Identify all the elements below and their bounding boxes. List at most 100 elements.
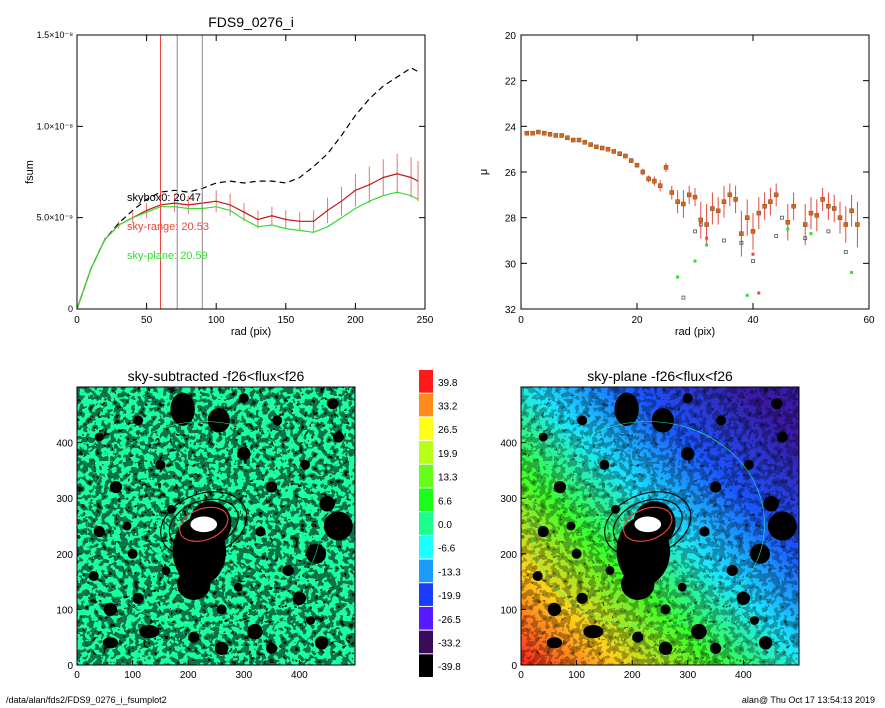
colorbar-label: -33.2 — [438, 638, 461, 649]
colorbar-label: 6.6 — [438, 496, 452, 507]
galaxy-core — [634, 516, 662, 533]
mu-point — [524, 130, 530, 136]
sky-subtracted-title: sky-subtracted -f26<flux<f26 — [128, 368, 305, 384]
mu-x-tick-label: 0 — [518, 315, 524, 326]
mu-point-plane — [786, 227, 790, 231]
masked-star — [726, 564, 738, 577]
masked-star — [306, 616, 315, 625]
mu-point — [652, 178, 657, 184]
sky-subtracted-x-tick-label: 200 — [180, 670, 197, 681]
masked-star — [327, 398, 339, 410]
mu-point — [605, 146, 611, 152]
mu-axes: 0 20 40 60 20 22 24 26 28 30 32 — [505, 31, 875, 326]
mu-y-tick-label: 28 — [505, 214, 517, 225]
masked-star — [282, 564, 294, 577]
mu-point — [536, 129, 541, 135]
mu-point-skybox — [780, 215, 784, 220]
colorbar-swatch — [419, 654, 433, 677]
colorbar-swatch — [419, 512, 433, 535]
star-mask — [532, 392, 797, 655]
masked-star — [577, 415, 588, 426]
masked-star — [691, 623, 707, 640]
mu-x-tick-label: 60 — [863, 315, 875, 326]
sky-subtracted-x-tick-label: 400 — [291, 670, 308, 681]
fsum-series-line-2 — [76, 191, 419, 310]
sky-plane-panel: sky-plane -f26<flux<f26 0 100 200 300 400 0 10… — [500, 368, 800, 681]
mu-y-tick-label: 24 — [505, 122, 517, 133]
mu-point — [855, 222, 860, 227]
mu-point — [837, 215, 843, 220]
fsum-y-tick-label: 1.5×10⁻⁸ — [37, 30, 74, 40]
masked-star — [532, 571, 543, 582]
fsum-radius-markers — [160, 35, 203, 309]
colorbar-label: 19.9 — [438, 449, 458, 460]
masked-star — [272, 415, 283, 426]
sky-subtracted-panel: sky-subtracted -f26<flux<f26 0 100 200 300 4… — [56, 368, 356, 681]
masked-star — [214, 641, 229, 655]
galaxy-core — [190, 516, 218, 533]
masked-star — [133, 415, 144, 426]
colorbar-label: 26.5 — [438, 425, 458, 436]
masked-star — [758, 636, 773, 650]
masked-star — [266, 642, 278, 654]
sky-plane-y-tick-label: 0 — [511, 661, 517, 672]
sky-plane-y-tick-label: 400 — [500, 439, 517, 450]
fsum-y-tick-label: 0 — [68, 304, 73, 314]
masked-star — [292, 591, 307, 605]
fsum-x-tick-label: 100 — [208, 315, 225, 326]
mu-point-range — [757, 291, 761, 295]
mu-point-plane — [676, 275, 680, 279]
masked-star — [658, 641, 673, 655]
sky-subtracted-y-tick-label: 200 — [56, 550, 73, 561]
mu-point-skybox — [681, 295, 686, 300]
sky-plane-frame — [520, 386, 800, 666]
sky-plane-y-tick-label: 300 — [500, 494, 517, 505]
mu-point — [594, 144, 599, 150]
masked-star — [583, 624, 604, 639]
mu-point-plane — [850, 270, 854, 274]
sky-plane-x-tick-label: 400 — [735, 670, 752, 681]
fsum-x-tick-label: 200 — [347, 315, 364, 326]
fsum-y-tick-label: 5.0×10⁻⁹ — [37, 213, 74, 223]
mu-point-skybox — [722, 238, 726, 243]
masked-star — [139, 624, 160, 639]
colorbar-label: 13.3 — [438, 473, 458, 484]
mu-point — [849, 208, 854, 214]
mu-point — [843, 222, 849, 227]
fsum-y-tick-label: 1.0×10⁻⁸ — [37, 121, 74, 131]
mu-point — [802, 222, 808, 227]
mu-point-skybox — [751, 259, 755, 263]
mu-point — [698, 217, 704, 223]
mu-point — [541, 130, 547, 136]
mu-point-skybox — [843, 250, 848, 254]
mu-plot-frame — [520, 34, 870, 310]
mu-point-skybox — [739, 240, 744, 245]
mu-point — [611, 149, 617, 154]
masked-star — [132, 592, 144, 604]
masked-star — [632, 631, 644, 643]
fsum-x-tick-label: 50 — [141, 315, 153, 326]
masked-star — [553, 480, 567, 494]
footer-path: /data/alan/fds2/FDS9_0276_i_fsumplot2 — [6, 695, 167, 705]
annotation-skybox0: skybox0: 20.47 — [127, 192, 201, 204]
masked-star — [299, 459, 310, 470]
masked-star — [614, 392, 639, 426]
mu-y-label: μ — [478, 169, 490, 175]
masked-star — [314, 636, 329, 650]
colorbar-label: 0.0 — [438, 520, 452, 531]
masked-star — [93, 526, 105, 538]
masked-star — [122, 521, 132, 531]
masked-star — [776, 431, 788, 443]
masked-star — [681, 447, 695, 461]
colorbar-swatch — [419, 464, 433, 488]
masked-star — [170, 392, 195, 426]
masked-star — [566, 521, 576, 531]
sky-subtracted-x-tick-label: 0 — [74, 670, 80, 681]
mu-point — [692, 194, 698, 200]
colorbar-label: -26.5 — [438, 615, 461, 626]
masked-star — [306, 543, 327, 564]
sky-subtracted-axes: 0 100 200 300 400 0 100 200 300 400 — [56, 439, 308, 681]
sky-plane-x-tick-label: 0 — [518, 670, 524, 681]
masked-star — [546, 637, 563, 649]
mu-point — [582, 140, 588, 145]
